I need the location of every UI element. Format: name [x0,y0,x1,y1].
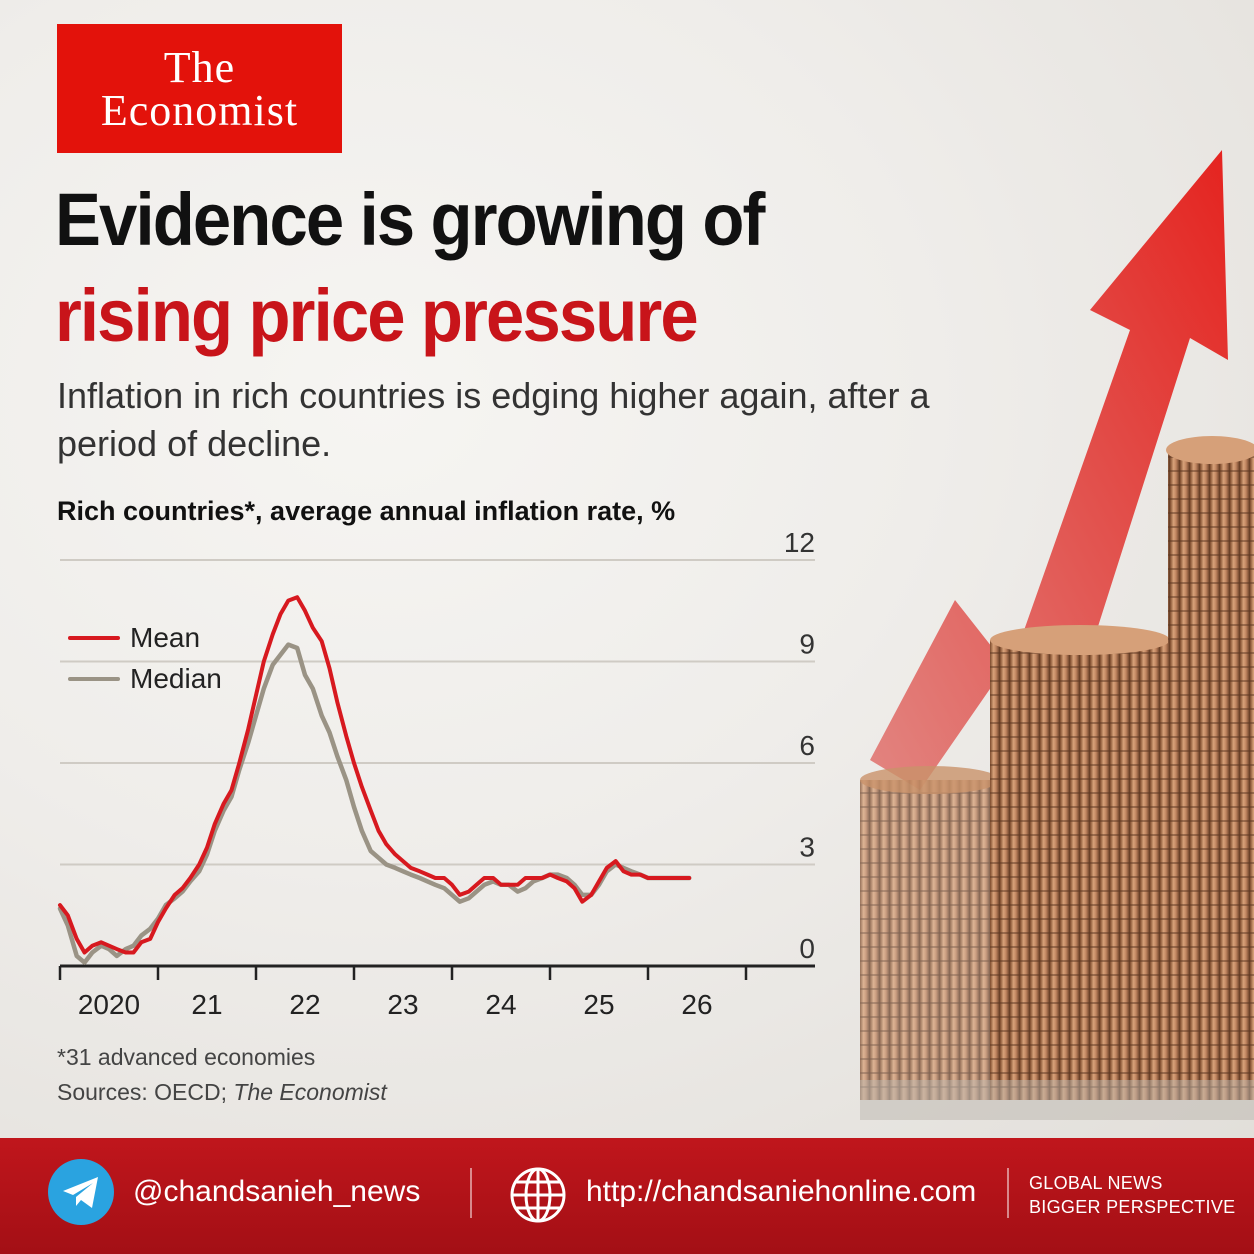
gridlines [60,559,815,866]
legend-item-median: Median [68,658,222,699]
telegram-handle-link[interactable]: @chandsanieh_news [133,1175,421,1208]
coin-stack-left [860,766,1000,1100]
footnote-sources: Sources: OECD; The Economist [57,1075,387,1110]
footer-divider [1007,1168,1009,1218]
logo-line-2: Economist [100,86,299,135]
sources-prefix: Sources: OECD; [57,1079,234,1105]
x-tick-label: 24 [485,989,516,1020]
series-lines [57,595,692,965]
headline: Evidence is growing of rising price pres… [55,172,765,364]
arrow-shape [870,150,1228,790]
legend-label-mean: Mean [130,621,201,653]
legend: Mean Median [68,617,222,699]
subtitle: Inflation in rich countries is edging hi… [57,375,930,464]
tagline-line-2: BIGGER PERSPECTIVE [1029,1197,1236,1217]
y-tick-label: 0 [799,933,815,964]
x-tick-label: 21 [191,989,222,1020]
tagline-line-1: GLOBAL NEWS [1029,1173,1163,1193]
legend-label-median: Median [130,662,222,694]
logo-line-1: The [163,43,236,92]
x-tick-label: 2020 [78,989,140,1020]
legend-swatch-mean [68,635,120,640]
globe-icon[interactable] [508,1165,568,1225]
footnote-note: *31 advanced economies [57,1044,316,1070]
headline-line-2: rising price pressure [55,274,699,357]
y-axis-ticks: 0 3 6 9 12 [784,527,815,964]
legend-item-mean: Mean [68,617,222,658]
footnote: *31 advanced economies Sources: OECD; Th… [57,1040,387,1110]
y-tick-label: 6 [799,730,815,761]
x-tick-label: 23 [387,989,418,1020]
coin-stack-middle [990,625,1170,1100]
coin-stack-right [1166,436,1254,1100]
y-tick-label: 3 [799,832,815,863]
tagline: GLOBAL NEWS BIGGER PERSPECTIVE [1029,1171,1235,1219]
chart-title: Rich countries*, average annual inflatio… [57,496,676,526]
website-link[interactable]: http://chandsaniehonline.com [586,1175,977,1208]
series-line-mean [58,595,692,955]
y-tick-label: 9 [799,629,815,660]
x-tick-label: 22 [289,989,320,1020]
economist-logo: The Economist [57,24,342,153]
sources-italic: The Economist [233,1079,387,1105]
footer-bar: @chandsanieh_news http://chandsaniehonli… [0,1138,1254,1254]
y-tick-label: 12 [784,527,815,558]
legend-swatch-median [68,676,120,681]
x-axis: 2020 21 22 23 24 25 26 [58,964,815,1020]
x-tick-label: 26 [681,989,712,1020]
inflation-line-chart: 0 3 6 9 12 2020 21 22 23 24 25 26 [57,527,815,1020]
x-tick-label: 25 [583,989,614,1020]
footer-divider [470,1168,472,1218]
telegram-icon[interactable] [48,1159,114,1225]
headline-line-1: Evidence is growing of [55,178,765,261]
rising-arrow-coins-illustration [860,150,1254,1120]
